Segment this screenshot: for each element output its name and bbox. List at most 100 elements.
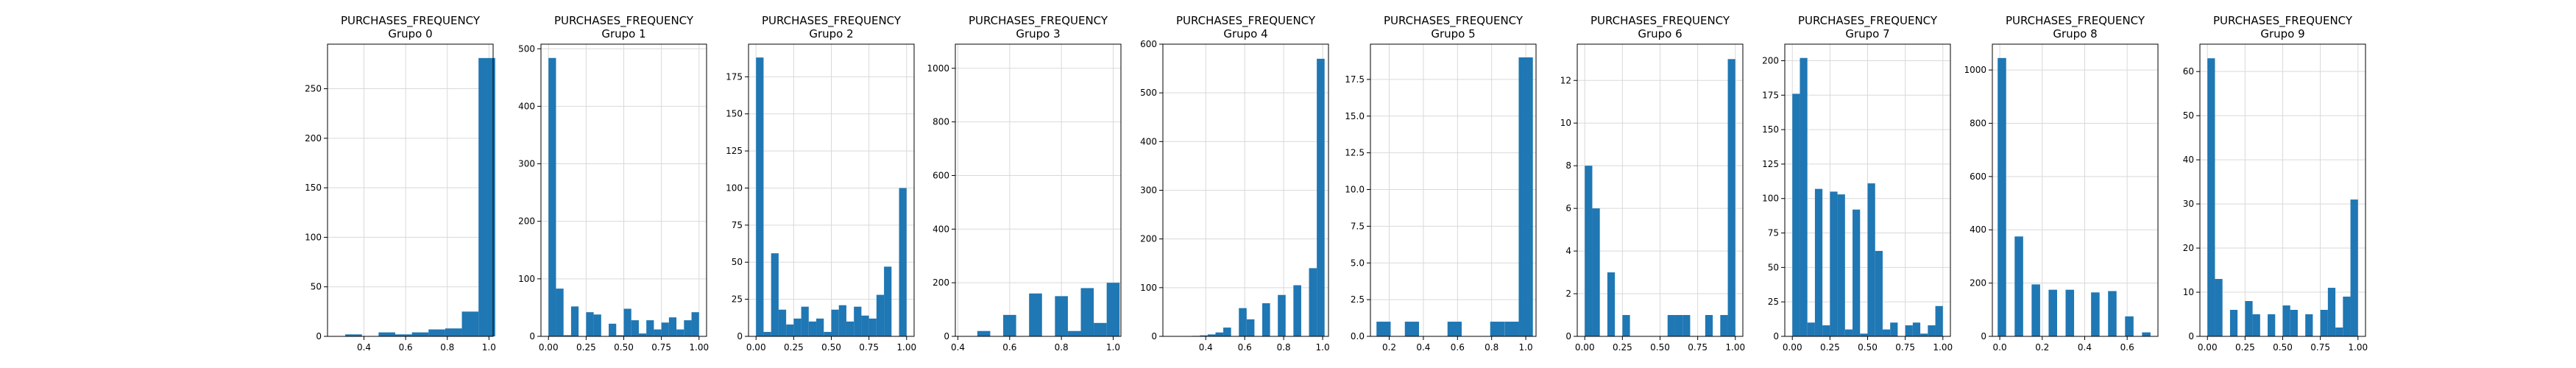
histogram-bar: [1882, 329, 1891, 336]
y-tick-label: 500: [518, 43, 535, 54]
histogram-bar: [616, 335, 624, 336]
histogram-bar: [445, 328, 462, 336]
histogram-bar: [846, 321, 854, 336]
y-tick-label: 400: [1970, 224, 1986, 235]
histogram-bar: [1262, 303, 1270, 336]
histogram-bar: [1860, 333, 1868, 336]
x-tick-label: 0.75: [1895, 342, 1915, 353]
histogram-bar: [2215, 279, 2223, 336]
histogram-bar: [2031, 284, 2040, 336]
x-tick-label: 1.0: [1519, 342, 1533, 353]
histogram-bar: [1080, 288, 1094, 336]
y-tick-label: 400: [1140, 136, 1157, 146]
histogram-panel: 0 200 400 600 800 1000 0.4 0.6 0.8 1.0 PURCHASES_F…: [927, 14, 1122, 353]
histogram-bar: [1867, 183, 1875, 336]
histogram-bar: [2282, 305, 2290, 336]
y-tick-label: 150: [726, 109, 743, 119]
x-tick-label: 0.6: [1451, 342, 1465, 353]
y-tick-label: 7.5: [1351, 221, 1365, 231]
histogram-bar: [1404, 322, 1419, 336]
histogram-bar: [1490, 322, 1504, 336]
histogram-panel: 0 25 50 75 100 125 150 175 200 0.00 0.25 0.50 0.75 1.…: [1762, 14, 1953, 353]
y-tick-label: 200: [305, 133, 322, 144]
y-tick-label: 100: [305, 232, 322, 242]
histogram-bar: [816, 318, 824, 336]
histogram-bar: [1585, 166, 1593, 336]
x-tick-label: 0.25: [2235, 342, 2255, 353]
histogram-bar: [2108, 291, 2117, 336]
histogram-bar: [838, 305, 846, 336]
chart-title: PURCHASES_FREQUENCY: [2006, 14, 2145, 28]
histogram-panel: 0 200 400 600 800 1000 0.0 0.2 0.4 0.6 PURCHASES_F…: [1964, 14, 2159, 353]
histogram-bar: [461, 311, 479, 336]
histogram-bar: [786, 324, 794, 336]
x-tick-label: 1.00: [896, 342, 916, 353]
chart-subtitle: Grupo 2: [809, 27, 853, 40]
y-tick-label: 12: [1560, 75, 1571, 85]
histogram-bar: [1674, 315, 1683, 336]
y-tick-label: 0: [2188, 331, 2194, 342]
histogram-panel: 0 25 50 75 100 125 150 175 0.00 0.25 0.50 0.75 1.00 P…: [726, 14, 916, 353]
y-tick-label: 75: [732, 220, 743, 230]
x-tick-label: 1.00: [1725, 342, 1745, 353]
y-tick-label: 400: [518, 101, 535, 111]
histogram-bar: [1094, 322, 1107, 336]
y-tick-label: 0: [944, 331, 949, 342]
histogram-bar: [668, 317, 677, 336]
x-tick-label: 0.4: [951, 342, 965, 353]
y-tick-label: 400: [933, 224, 949, 234]
histogram-bar: [1607, 272, 1616, 336]
y-tick-label: 125: [1762, 159, 1779, 169]
x-tick-label: 0.4: [357, 342, 371, 353]
x-tick-label: 0.25: [1820, 342, 1840, 353]
y-tick-label: 6: [1565, 203, 1571, 213]
histogram-bar: [1215, 332, 1224, 336]
histogram-bar: [586, 312, 594, 336]
chart-title: PURCHASES_FREQUENCY: [341, 14, 481, 28]
x-tick-label: 0.6: [1238, 342, 1252, 353]
histogram-bar: [2350, 199, 2358, 336]
y-tick-label: 60: [2183, 66, 2194, 77]
histogram-bar: [2229, 310, 2238, 336]
histogram-bar: [1814, 188, 1823, 336]
x-tick-label: 0.4: [2078, 342, 2092, 353]
histogram-bar: [684, 320, 692, 336]
y-tick-label: 175: [726, 71, 743, 82]
histogram-bar: [2125, 316, 2134, 336]
x-tick-label: 0.75: [1688, 342, 1708, 353]
x-tick-label: 0.50: [1650, 342, 1670, 353]
x-tick-label: 0.8: [440, 342, 454, 353]
histogram-bar: [2305, 314, 2313, 336]
histogram-bar: [609, 323, 617, 336]
histogram-bar: [861, 315, 869, 336]
y-tick-label: 125: [726, 146, 743, 156]
histogram-bar: [1920, 333, 1928, 336]
chart-title: PURCHASES_FREQUENCY: [1176, 14, 1316, 28]
y-tick-label: 100: [1140, 283, 1157, 293]
y-tick-label: 600: [1970, 171, 1986, 182]
histogram-bar: [1293, 285, 1301, 336]
axes-frame: [1370, 43, 1537, 337]
x-tick-label: 0.2: [1382, 342, 1396, 353]
histogram-bar: [676, 329, 684, 336]
histogram-bar: [1844, 329, 1853, 336]
x-tick-label: 0.0: [1993, 342, 2007, 353]
histogram-bar: [2048, 289, 2057, 336]
x-tick-label: 0.75: [2310, 342, 2330, 353]
chart-title: PURCHASES_FREQUENCY: [554, 14, 694, 28]
y-tick-label: 200: [1762, 55, 1779, 66]
y-tick-label: 0: [1773, 331, 1779, 342]
histogram-bar: [1309, 268, 1317, 336]
histogram-bar: [1278, 294, 1286, 336]
histogram-bar: [2142, 332, 2151, 336]
x-tick-label: 0.00: [2198, 342, 2218, 353]
histogram-bar: [1106, 283, 1120, 336]
histogram-bar: [2327, 288, 2336, 336]
y-tick-label: 150: [305, 183, 322, 193]
histogram-bar: [2335, 328, 2343, 336]
x-tick-label: 0.8: [1277, 342, 1291, 353]
histogram-bar: [638, 333, 647, 336]
chart-subtitle: Grupo 3: [1016, 27, 1060, 40]
histogram-bar: [884, 266, 892, 336]
